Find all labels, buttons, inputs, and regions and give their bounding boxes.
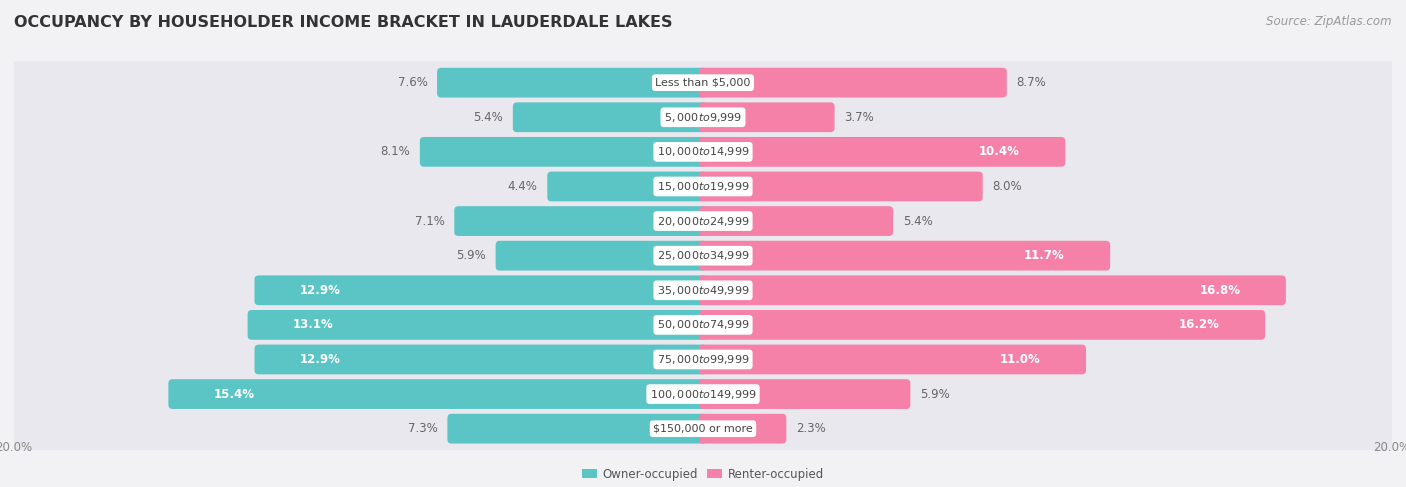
- FancyBboxPatch shape: [447, 414, 707, 444]
- FancyBboxPatch shape: [513, 102, 707, 132]
- Legend: Owner-occupied, Renter-occupied: Owner-occupied, Renter-occupied: [582, 468, 824, 481]
- Text: 11.7%: 11.7%: [1024, 249, 1064, 262]
- Text: 8.7%: 8.7%: [1017, 76, 1046, 89]
- FancyBboxPatch shape: [13, 61, 1393, 104]
- Text: 8.1%: 8.1%: [381, 145, 411, 158]
- Text: Source: ZipAtlas.com: Source: ZipAtlas.com: [1267, 15, 1392, 28]
- FancyBboxPatch shape: [254, 276, 707, 305]
- FancyBboxPatch shape: [13, 165, 1393, 208]
- FancyBboxPatch shape: [699, 379, 910, 409]
- FancyBboxPatch shape: [699, 102, 835, 132]
- FancyBboxPatch shape: [699, 171, 983, 201]
- FancyBboxPatch shape: [254, 345, 707, 375]
- FancyBboxPatch shape: [699, 206, 893, 236]
- FancyBboxPatch shape: [699, 310, 1265, 340]
- FancyBboxPatch shape: [699, 414, 786, 444]
- Text: 5.9%: 5.9%: [920, 388, 950, 401]
- Text: 12.9%: 12.9%: [299, 353, 340, 366]
- Text: $5,000 to $9,999: $5,000 to $9,999: [664, 111, 742, 124]
- FancyBboxPatch shape: [169, 379, 707, 409]
- Text: 20.0%: 20.0%: [0, 441, 32, 453]
- Text: $10,000 to $14,999: $10,000 to $14,999: [657, 145, 749, 158]
- FancyBboxPatch shape: [13, 269, 1393, 312]
- Text: $35,000 to $49,999: $35,000 to $49,999: [657, 284, 749, 297]
- FancyBboxPatch shape: [13, 200, 1393, 243]
- FancyBboxPatch shape: [13, 373, 1393, 415]
- Text: 5.9%: 5.9%: [456, 249, 486, 262]
- Text: $75,000 to $99,999: $75,000 to $99,999: [657, 353, 749, 366]
- Text: 8.0%: 8.0%: [993, 180, 1022, 193]
- FancyBboxPatch shape: [420, 137, 707, 167]
- Text: $25,000 to $34,999: $25,000 to $34,999: [657, 249, 749, 262]
- Text: 15.4%: 15.4%: [214, 388, 254, 401]
- Text: 13.1%: 13.1%: [292, 318, 333, 331]
- FancyBboxPatch shape: [699, 345, 1085, 375]
- FancyBboxPatch shape: [496, 241, 707, 271]
- FancyBboxPatch shape: [13, 234, 1393, 277]
- Text: $100,000 to $149,999: $100,000 to $149,999: [650, 388, 756, 401]
- FancyBboxPatch shape: [13, 407, 1393, 450]
- FancyBboxPatch shape: [13, 131, 1393, 173]
- FancyBboxPatch shape: [13, 338, 1393, 381]
- FancyBboxPatch shape: [13, 303, 1393, 346]
- Text: 5.4%: 5.4%: [903, 215, 932, 227]
- Text: 7.3%: 7.3%: [408, 422, 437, 435]
- FancyBboxPatch shape: [699, 68, 1007, 97]
- FancyBboxPatch shape: [437, 68, 707, 97]
- FancyBboxPatch shape: [699, 137, 1066, 167]
- FancyBboxPatch shape: [454, 206, 707, 236]
- Text: 10.4%: 10.4%: [979, 145, 1019, 158]
- FancyBboxPatch shape: [13, 96, 1393, 139]
- Text: OCCUPANCY BY HOUSEHOLDER INCOME BRACKET IN LAUDERDALE LAKES: OCCUPANCY BY HOUSEHOLDER INCOME BRACKET …: [14, 15, 672, 30]
- Text: 2.3%: 2.3%: [796, 422, 825, 435]
- FancyBboxPatch shape: [699, 241, 1111, 271]
- Text: 7.1%: 7.1%: [415, 215, 444, 227]
- Text: 3.7%: 3.7%: [844, 111, 875, 124]
- Text: 20.0%: 20.0%: [1374, 441, 1406, 453]
- Text: 11.0%: 11.0%: [1000, 353, 1040, 366]
- Text: 5.4%: 5.4%: [474, 111, 503, 124]
- Text: $15,000 to $19,999: $15,000 to $19,999: [657, 180, 749, 193]
- Text: Less than $5,000: Less than $5,000: [655, 77, 751, 88]
- FancyBboxPatch shape: [547, 171, 707, 201]
- FancyBboxPatch shape: [247, 310, 707, 340]
- Text: 16.2%: 16.2%: [1178, 318, 1219, 331]
- Text: $50,000 to $74,999: $50,000 to $74,999: [657, 318, 749, 331]
- Text: 16.8%: 16.8%: [1199, 284, 1240, 297]
- Text: 4.4%: 4.4%: [508, 180, 537, 193]
- Text: 12.9%: 12.9%: [299, 284, 340, 297]
- FancyBboxPatch shape: [699, 276, 1286, 305]
- Text: $150,000 or more: $150,000 or more: [654, 424, 752, 434]
- Text: 7.6%: 7.6%: [398, 76, 427, 89]
- Text: $20,000 to $24,999: $20,000 to $24,999: [657, 215, 749, 227]
